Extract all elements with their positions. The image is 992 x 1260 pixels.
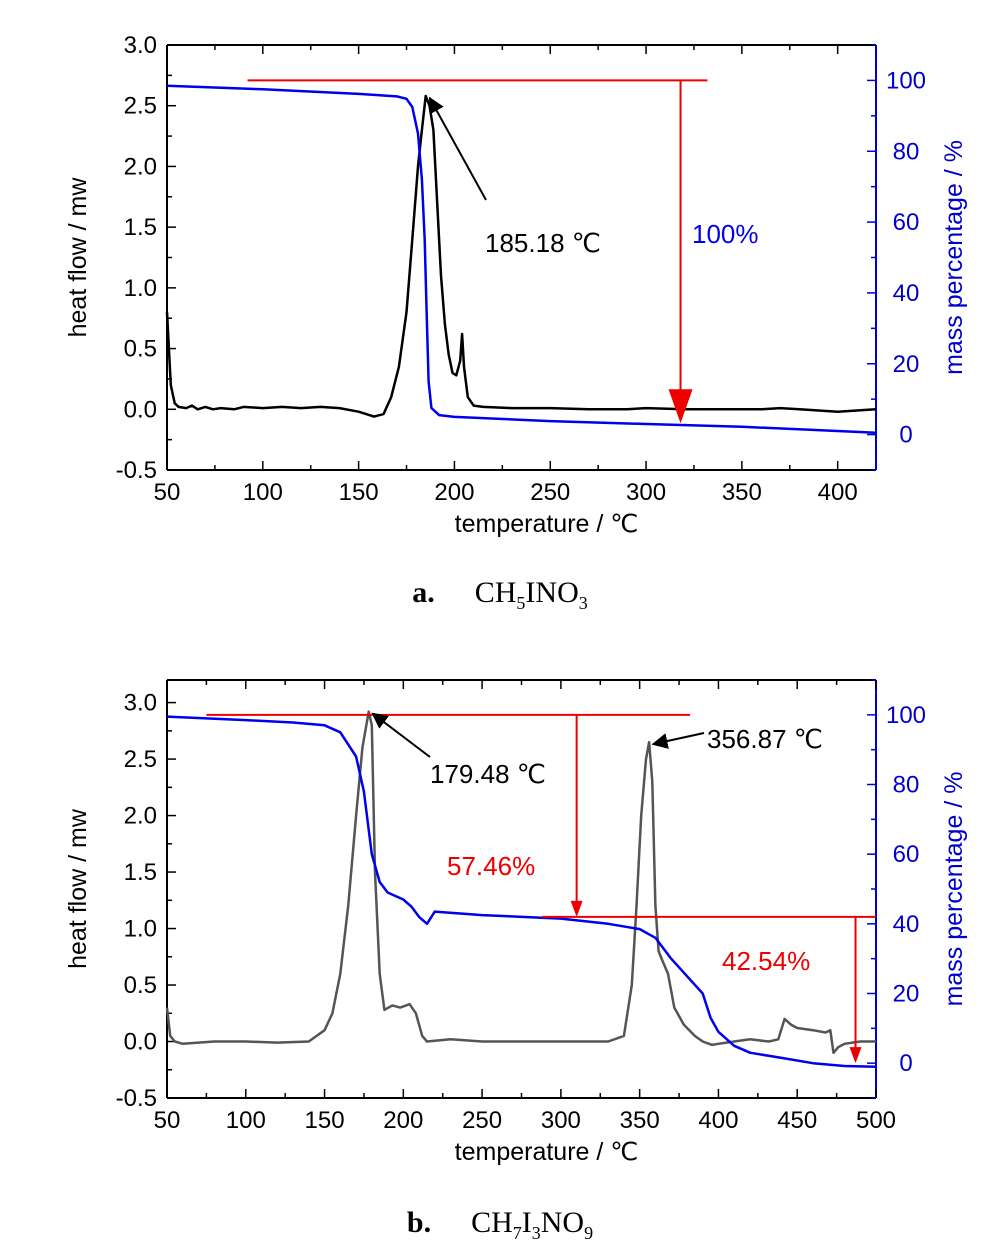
x-tick-label: 500 [856, 1107, 896, 1134]
x-axis-label: temperature / ℃ [455, 510, 639, 538]
y-tick-label: 2.5 [124, 93, 157, 120]
y-tick-label: 1.5 [124, 214, 157, 241]
y-tick-label: -0.5 [116, 1085, 157, 1112]
formula-part: NO [541, 1206, 584, 1239]
x-tick-label: 50 [154, 479, 181, 506]
peak1-label: 179.48 ℃ [430, 759, 546, 789]
y2-tick-label: 40 [893, 280, 920, 307]
y-tick-label: 0.5 [124, 336, 157, 363]
y-tick-label: 0.0 [124, 1029, 157, 1056]
compound-formula: CH [475, 576, 517, 609]
compound-formula: CH [471, 1206, 513, 1239]
y2-tick-label: 100 [886, 702, 926, 729]
x-tick-label: 350 [620, 1107, 660, 1134]
y2-tick-label: 0 [899, 422, 912, 449]
formula-part: I [522, 1206, 532, 1239]
x-tick-label: 300 [541, 1107, 581, 1134]
y-tick-label: 1.0 [124, 916, 157, 943]
y-tick-label: 1.0 [124, 275, 157, 302]
y-tick-label: -0.5 [116, 457, 157, 484]
x-tick-label: 400 [698, 1107, 738, 1134]
x-tick-label: 400 [818, 479, 858, 506]
y2-tick-label: 60 [893, 209, 920, 236]
y2-tick-label: 80 [893, 772, 920, 799]
mass-loss2-arrow-head [849, 1047, 862, 1064]
x-tick-label: 150 [339, 479, 379, 506]
mass-loss-label: 100% [692, 219, 759, 249]
panel-label: a. [412, 576, 435, 609]
y2-tick-label: 0 [899, 1050, 912, 1077]
y2-tick-label: 100 [886, 67, 926, 94]
y-tick-label: 3.0 [124, 32, 157, 59]
y-tick-label: 2.5 [124, 746, 157, 773]
panel-caption: a. CH5INO3 [412, 576, 588, 613]
x-tick-label: 100 [243, 479, 283, 506]
peak2-label: 356.87 ℃ [707, 724, 823, 754]
x-tick-label: 350 [722, 479, 762, 506]
y2-axis-label: mass percentage / % [940, 772, 968, 1007]
y-tick-label: 2.0 [124, 153, 157, 180]
x-tick-label: 250 [530, 479, 570, 506]
peak1-arrow [371, 712, 431, 758]
mass-loss-arrow-head [668, 389, 693, 424]
heat-flow-series-line [165, 710, 876, 1055]
y-tick-label: 3.0 [124, 690, 157, 717]
formula-subscript: 3 [532, 1223, 541, 1243]
formula-part: INO [525, 576, 578, 609]
chart-panel-a: 50 100 150 200 250 300 350 400-0.50.00.51.01.52… [64, 32, 968, 613]
y2-tick-label: 60 [893, 841, 920, 868]
x-tick-label: 450 [777, 1107, 817, 1134]
y-tick-label: 1.5 [124, 859, 157, 886]
peak2-arrow [651, 732, 705, 749]
formula-subscript: 5 [516, 593, 525, 613]
formula-subscript: 3 [579, 593, 588, 613]
mass-loss1-label: 57.46% [447, 851, 535, 881]
x-tick-label: 200 [434, 479, 474, 506]
y2-tick-label: 20 [893, 351, 920, 378]
panel-label: b. [407, 1206, 431, 1239]
mass-series-line [166, 84, 877, 435]
formula-subscript: 9 [584, 1223, 593, 1243]
x-tick-label: 200 [383, 1107, 423, 1134]
mass-loss2-label: 42.54% [722, 946, 810, 976]
x-tick-label: 250 [462, 1107, 502, 1134]
y2-tick-label: 40 [893, 911, 920, 938]
formula-subscript: 7 [513, 1223, 522, 1243]
y-tick-label: 0.5 [124, 972, 157, 999]
y-tick-label: 0.0 [124, 396, 157, 423]
panel-caption: b. CH7I3NO9 [407, 1206, 593, 1243]
peak-arrow [428, 96, 487, 201]
x-tick-label: 100 [226, 1107, 266, 1134]
x-tick-label: 50 [154, 1107, 181, 1134]
mass-series-line [166, 715, 877, 1068]
y-axis-label: heat flow / mw [64, 177, 92, 338]
y-tick-label: 2.0 [124, 803, 157, 830]
x-tick-label: 300 [626, 479, 666, 506]
mass-loss1-arrow-head [570, 900, 583, 917]
peak-label: 185.18 ℃ [485, 228, 601, 258]
chart-panel-b: 50 100 150 200 250 300 350 400 450 500-0.50.00.51… [64, 679, 968, 1243]
y-axis-label: heat flow / mw [64, 808, 92, 969]
y2-tick-label: 80 [893, 138, 920, 165]
x-axis-label: temperature / ℃ [455, 1138, 639, 1166]
y2-tick-label: 20 [893, 981, 920, 1008]
heat-flow-series-line [165, 94, 877, 418]
y2-axis-label: mass percentage / % [940, 140, 968, 375]
x-tick-label: 150 [305, 1107, 345, 1134]
